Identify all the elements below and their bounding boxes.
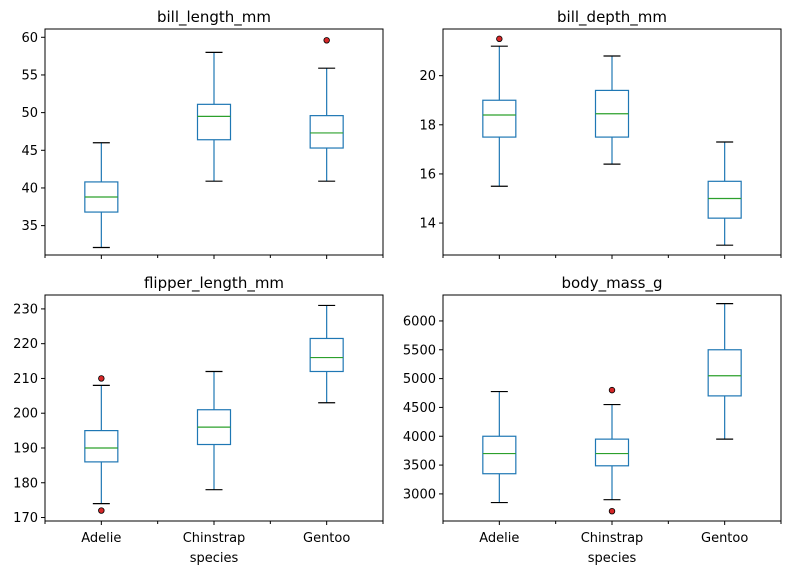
outlier-point <box>98 375 105 382</box>
iqr-box <box>482 435 517 475</box>
outlier-point <box>608 386 616 394</box>
y-tick-label: 5500 <box>403 343 436 358</box>
y-tick-label: 210 <box>13 372 38 387</box>
y-tick-label: 14 <box>419 217 436 232</box>
outlier-point <box>98 507 105 514</box>
y-tick-label: 4500 <box>403 401 436 416</box>
box-chinstrap <box>594 55 630 165</box>
box-adelie <box>482 390 517 504</box>
axes-frame <box>442 294 782 522</box>
iqr-box <box>482 99 517 138</box>
y-tick-label: 50 <box>21 106 38 121</box>
outlier-point <box>608 507 616 515</box>
chart-panel-2: flipper_length_mm 170 180 190 200 210 220 230 Ad… <box>13 274 384 566</box>
x-tick-label: Adelie <box>81 531 121 546</box>
x-tick-label: Gentoo <box>701 531 748 546</box>
x-axis-label: species <box>190 551 239 566</box>
y-tick-label: 220 <box>13 337 38 352</box>
box-chinstrap <box>196 370 232 491</box>
y-tick-label: 180 <box>13 476 38 491</box>
y-tick-label: 16 <box>419 167 436 182</box>
chart-panel-1: bill_depth_mm 14 16 18 20 <box>419 8 782 259</box>
x-tick-label: Chinstrap <box>581 531 644 546</box>
box-gentoo <box>707 141 742 246</box>
outlier-point <box>323 37 330 44</box>
y-tick-label: 45 <box>21 144 38 159</box>
y-tick-label: 5000 <box>403 372 436 387</box>
y-tick-label: 3000 <box>403 487 436 502</box>
box-gentoo <box>309 304 344 404</box>
chart-title: body_mass_g <box>561 274 662 293</box>
y-tick-label: 20 <box>419 69 436 84</box>
iqr-box <box>196 103 232 141</box>
iqr-box <box>84 430 119 463</box>
y-tick-label: 3500 <box>403 459 436 474</box>
box-gentoo <box>309 37 344 182</box>
y-tick-label: 60 <box>21 31 38 46</box>
iqr-box <box>309 337 344 373</box>
box-chinstrap <box>196 51 232 182</box>
y-tick-label: 200 <box>13 407 38 422</box>
chart-title: bill_length_mm <box>157 8 271 27</box>
y-tick-label: 35 <box>21 219 38 234</box>
x-tick-label: Chinstrap <box>183 531 246 546</box>
iqr-box <box>594 438 630 467</box>
axes-frame <box>442 28 782 256</box>
chart-panel-0: bill_length_mm 35 40 45 50 55 60 <box>21 8 384 259</box>
axes-frame <box>44 294 384 522</box>
box-chinstrap <box>594 386 630 515</box>
chart-panel-3: body_mass_g 3000 3500 4000 4500 5000 5500 6000 A… <box>403 274 782 566</box>
y-tick-label: 170 <box>13 511 38 526</box>
y-tick-label: 4000 <box>403 430 436 445</box>
chart-title: flipper_length_mm <box>144 274 284 293</box>
box-gentoo <box>707 303 742 440</box>
x-tick-label: Adelie <box>479 531 519 546</box>
box-adelie <box>482 35 517 187</box>
axes-frame <box>44 28 384 256</box>
chart-title: bill_depth_mm <box>557 8 667 27</box>
y-tick-label: 55 <box>21 68 38 83</box>
iqr-box <box>309 115 344 149</box>
x-tick-label: Gentoo <box>303 531 350 546</box>
y-tick-label: 230 <box>13 302 38 317</box>
y-tick-label: 190 <box>13 441 38 456</box>
box-adelie <box>84 142 119 249</box>
x-axis-label: species <box>588 551 637 566</box>
y-tick-label: 40 <box>21 181 38 196</box>
iqr-box <box>707 180 742 219</box>
y-tick-label: 6000 <box>403 314 436 329</box>
iqr-box <box>707 349 742 397</box>
box-adelie <box>84 375 119 514</box>
outlier-point <box>496 35 503 43</box>
y-tick-label: 18 <box>419 118 436 133</box>
